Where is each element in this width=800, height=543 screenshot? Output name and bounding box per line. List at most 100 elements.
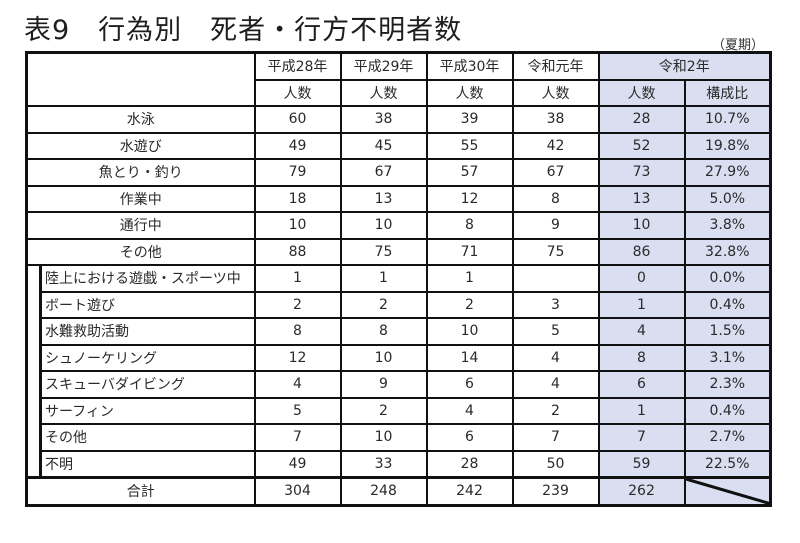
- cell-ratio: 5.0%: [683, 184, 772, 213]
- cell-ratio: 2.3%: [683, 370, 772, 399]
- cell-r2: 4: [597, 317, 686, 346]
- cell-r2: 1: [597, 396, 686, 425]
- total-label: 合計: [25, 476, 256, 506]
- row-label: 魚とり・釣り: [25, 158, 256, 187]
- cell-h30: 4: [425, 396, 514, 425]
- table-row: 水遊び 49 45 55 42 52 19.8%: [25, 131, 772, 160]
- cell-r2: 28: [597, 105, 686, 134]
- deaths-by-activity-table: 平成28年 平成29年 平成30年 令和元年 令和2年 人数 人数 人数 人数 …: [25, 51, 773, 507]
- cell-h30: 12: [425, 184, 514, 213]
- cell-ratio: 32.8%: [683, 237, 772, 266]
- cell-h29: 9: [339, 370, 428, 399]
- table-row-sub: 不明 49 33 28 50 59 22.5%: [27, 449, 772, 479]
- cell-r1: 42: [511, 131, 600, 160]
- sub-row-label: サーフィン: [39, 396, 256, 425]
- header-count: 人数: [511, 78, 600, 107]
- total-h29: 248: [339, 476, 428, 506]
- total-r1: 239: [511, 476, 600, 506]
- cell-r1: 8: [511, 184, 600, 213]
- sub-row-label: シュノーケリング: [39, 343, 256, 372]
- cell-h28: 8: [253, 317, 342, 346]
- row-label: 水泳: [25, 105, 256, 134]
- table-row-sub: サーフィン 5 2 4 2 1 0.4%: [27, 396, 772, 425]
- season-note: （夏期）: [712, 38, 765, 53]
- header-count: 人数: [339, 78, 428, 107]
- row-label: その他: [25, 237, 256, 266]
- cell-h28: 60: [253, 105, 342, 134]
- total-r2: 262: [597, 476, 686, 506]
- cell-ratio: 0.0%: [683, 264, 772, 293]
- cell-h30: 2: [425, 290, 514, 319]
- cell-h28: 12: [253, 343, 342, 372]
- cell-r2: 0: [597, 264, 686, 293]
- cell-r2: 8: [597, 343, 686, 372]
- cell-h29: 13: [339, 184, 428, 213]
- header-count: 人数: [253, 78, 342, 107]
- header-corner: [25, 51, 256, 107]
- sub-row-label: 不明: [39, 449, 256, 479]
- cell-h29: 67: [339, 158, 428, 187]
- header-row-units: 人数 人数 人数 人数 人数 構成比: [27, 78, 772, 107]
- cell-h30: 39: [425, 105, 514, 134]
- cell-h30: 10: [425, 317, 514, 346]
- row-label: 作業中: [25, 184, 256, 213]
- cell-h29: 33: [339, 449, 428, 479]
- cell-r1: [511, 264, 600, 293]
- cell-h30: 71: [425, 237, 514, 266]
- sub-row-label: スキューバダイビング: [39, 370, 256, 399]
- cell-h28: 7: [253, 423, 342, 452]
- cell-h30: 6: [425, 370, 514, 399]
- sub-row-label: その他: [39, 423, 256, 452]
- diagonal-slash-icon: [686, 479, 770, 504]
- cell-h28: 49: [253, 449, 342, 479]
- table-row: その他 88 75 71 75 86 32.8%: [25, 237, 772, 266]
- cell-h29: 2: [339, 290, 428, 319]
- total-h28: 304: [253, 476, 342, 506]
- cell-r2: 59: [597, 449, 686, 479]
- cell-h28: 49: [253, 131, 342, 160]
- cell-h28: 18: [253, 184, 342, 213]
- total-ratio-empty: [683, 476, 772, 506]
- table-row-sub: 水難救助活動 8 8 10 5 4 1.5%: [27, 317, 772, 346]
- cell-r2: 13: [597, 184, 686, 213]
- cell-ratio: 3.1%: [683, 343, 772, 372]
- cell-h30: 55: [425, 131, 514, 160]
- cell-r1: 75: [511, 237, 600, 266]
- cell-h28: 79: [253, 158, 342, 187]
- cell-r1: 50: [511, 449, 600, 479]
- table-row-sub: スキューバダイビング 4 9 6 4 6 2.3%: [27, 370, 772, 399]
- cell-h29: 2: [339, 396, 428, 425]
- cell-r1: 4: [511, 370, 600, 399]
- table-row: 水泳 60 38 39 38 28 10.7%: [25, 105, 772, 134]
- header-count: 人数: [597, 78, 686, 107]
- cell-h28: 5: [253, 396, 342, 425]
- table-row: 作業中 18 13 12 8 13 5.0%: [25, 184, 772, 213]
- cell-r1: 4: [511, 343, 600, 372]
- cell-r2: 73: [597, 158, 686, 187]
- cell-h29: 10: [339, 423, 428, 452]
- header-count: 人数: [425, 78, 514, 107]
- sub-row-label: 陸上における遊戯・スポーツ中: [39, 264, 256, 293]
- cell-ratio: 19.8%: [683, 131, 772, 160]
- cell-r1: 9: [511, 211, 600, 240]
- cell-h30: 14: [425, 343, 514, 372]
- table-row: 魚とり・釣り 79 67 57 67 73 27.9%: [25, 158, 772, 187]
- table-row: 通行中 10 10 8 9 10 3.8%: [25, 211, 772, 240]
- cell-ratio: 10.7%: [683, 105, 772, 134]
- cell-r1: 3: [511, 290, 600, 319]
- cell-r1: 2: [511, 396, 600, 425]
- cell-h28: 88: [253, 237, 342, 266]
- row-label: 水遊び: [25, 131, 256, 160]
- header-year: 平成28年: [253, 51, 342, 81]
- cell-h30: 1: [425, 264, 514, 293]
- cell-ratio: 0.4%: [683, 396, 772, 425]
- cell-ratio: 3.8%: [683, 211, 772, 240]
- header-year-highlight: 令和2年: [597, 51, 772, 81]
- page-title: 表9 行為別 死者・行方不明者数: [24, 15, 463, 46]
- cell-h28: 10: [253, 211, 342, 240]
- cell-h29: 10: [339, 211, 428, 240]
- cell-h28: 4: [253, 370, 342, 399]
- cell-r1: 67: [511, 158, 600, 187]
- cell-r1: 38: [511, 105, 600, 134]
- cell-r2: 7: [597, 423, 686, 452]
